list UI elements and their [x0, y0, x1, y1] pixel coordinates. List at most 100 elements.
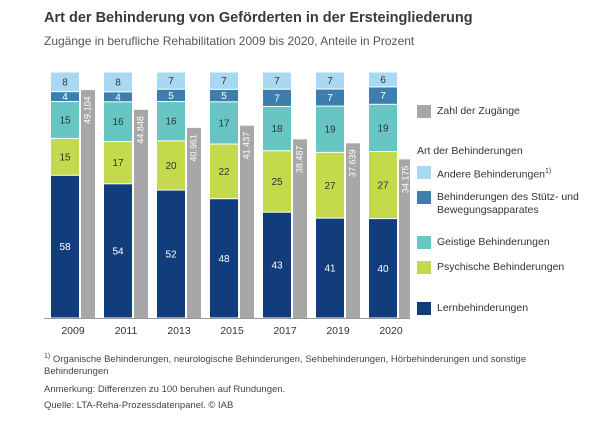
- bar-value-label: 7: [327, 93, 333, 104]
- footnote-marker: 1): [44, 353, 51, 360]
- legend-heading: Art der Behinderungen: [417, 145, 523, 157]
- legend-label: Andere Behinderungen1): [437, 168, 552, 181]
- bar-value-label: 8: [62, 77, 68, 88]
- bar-value-label: 40: [377, 264, 389, 275]
- legend-item-totals: Zahl der Zugänge: [417, 105, 600, 118]
- bar-value-label: 25: [271, 177, 283, 188]
- bar-2020-series-2: [369, 152, 397, 219]
- legend-swatch: [417, 236, 431, 249]
- bar-2011-series-1: [104, 184, 132, 318]
- total-bar-2020: [399, 159, 410, 318]
- total-value-label: 40.961: [188, 134, 198, 162]
- total-bar-2013: [187, 127, 201, 318]
- legend-label: Lernbehinderungen: [437, 302, 529, 314]
- chart-subtitle: Zugänge in berufliche Rehabilitation 200…: [44, 34, 415, 48]
- bar-2009-series-3: [51, 102, 79, 138]
- bar-2009-series-4: [51, 92, 79, 102]
- bar-value-label: 8: [115, 77, 121, 88]
- bar-value-label: 7: [221, 76, 227, 87]
- chart-title: Art der Behinderung von Geförderten in d…: [44, 10, 473, 26]
- legend-item-2: Behinderungen des Stütz- und Bewegungsap…: [417, 191, 600, 216]
- total-value-label: 37.639: [347, 150, 357, 178]
- total-bar-2009: [81, 90, 95, 319]
- legend-swatch: [417, 302, 431, 315]
- total-value-label: 34.175: [400, 166, 410, 194]
- bar-value-label: 16: [112, 117, 124, 128]
- bar-2020-series-1: [369, 219, 397, 318]
- bar-2013-series-3: [157, 102, 185, 141]
- bar-2017-series-4: [263, 89, 291, 106]
- bar-2013-series-5: [157, 72, 185, 89]
- legend-label: Psychische Behinderungen: [437, 261, 565, 273]
- total-value-label: 38.487: [294, 146, 304, 174]
- bar-2013-series-1: [157, 190, 185, 318]
- bar-value-label: 22: [218, 167, 230, 178]
- bar-2020-series-3: [369, 104, 397, 152]
- bar-value-label: 4: [115, 92, 121, 103]
- bar-value-label: 7: [274, 93, 280, 104]
- x-tick-label: 2019: [326, 325, 350, 337]
- total-bar-2017: [293, 139, 307, 318]
- bar-2017-series-5: [263, 72, 291, 89]
- bar-2019-series-5: [316, 72, 344, 89]
- bar-value-label: 15: [59, 115, 71, 126]
- legend-label-totals: Zahl der Zugänge: [437, 105, 520, 117]
- legend-swatch-totals: [417, 105, 431, 118]
- bar-2017-series-3: [263, 106, 291, 151]
- bar-value-label: 5: [168, 91, 174, 102]
- bar-value-label: 7: [327, 76, 333, 87]
- footnote-text: Organische Behinderungen, neurologische …: [44, 354, 527, 378]
- x-tick-label: 2009: [61, 325, 85, 337]
- total-bar-2019: [346, 143, 360, 318]
- bar-value-label: 17: [112, 158, 124, 169]
- x-tick-label: 2020: [379, 325, 403, 337]
- x-tick-label: 2013: [167, 325, 191, 337]
- remark: Anmerkung: Differenzen zu 100 beruhen au…: [44, 384, 286, 395]
- bar-value-label: 18: [271, 124, 283, 135]
- bar-value-label: 54: [112, 246, 124, 257]
- bar-value-label: 6: [380, 75, 386, 86]
- legend-item-4: Psychische Behinderungen: [417, 261, 600, 274]
- legend-footnote-marker: 1): [545, 168, 552, 175]
- bar-2019-series-1: [316, 218, 344, 318]
- bar-value-label: 16: [165, 117, 177, 128]
- legend-swatch: [417, 191, 431, 204]
- bar-value-label: 27: [377, 181, 389, 192]
- bar-2015-series-3: [210, 102, 238, 144]
- total-value-label: 49.104: [82, 96, 92, 124]
- bar-2017-series-2: [263, 151, 291, 212]
- bar-2015-series-4: [210, 89, 238, 102]
- bar-2009-series-1: [51, 175, 79, 318]
- bar-value-label: 52: [165, 250, 177, 261]
- bar-value-label: 7: [168, 76, 174, 87]
- bar-value-label: 15: [59, 152, 71, 163]
- bar-value-label: 20: [165, 161, 177, 172]
- bar-2013-series-2: [157, 141, 185, 190]
- bar-value-label: 41: [324, 264, 336, 275]
- bar-2015-series-1: [210, 199, 238, 318]
- bar-2019-series-4: [316, 89, 344, 106]
- legend-item-5: Lernbehinderungen: [417, 302, 600, 315]
- x-tick-label: 2015: [220, 325, 244, 337]
- bar-2011-series-4: [104, 92, 132, 102]
- bar-value-label: 27: [324, 181, 336, 192]
- total-bar-2015: [240, 125, 254, 319]
- source: Quelle: LTA-Reha-Prozessdatenpanel. © IA…: [44, 400, 234, 411]
- bar-2009-series-2: [51, 138, 79, 175]
- legend-swatch: [417, 166, 431, 179]
- bar-value-label: 48: [218, 254, 230, 265]
- bar-2017-series-1: [263, 212, 291, 318]
- stacked-bar-chart: 5815154849.10420095417164844.84820115220…: [44, 72, 410, 337]
- legend-label: Behinderungen des Stütz- und Bewegungsap…: [437, 191, 579, 216]
- bar-value-label: 19: [324, 125, 336, 136]
- bar-value-label: 5: [221, 91, 227, 102]
- bar-value-label: 7: [380, 91, 386, 102]
- x-tick-label: 2017: [273, 325, 297, 337]
- total-bar-2011: [134, 109, 148, 318]
- bar-2019-series-3: [316, 106, 344, 152]
- bar-2009-series-5: [51, 72, 79, 92]
- bar-value-label: 58: [59, 242, 71, 253]
- total-value-label: 41.437: [241, 132, 251, 160]
- x-tick-label: 2011: [115, 325, 138, 337]
- bar-value-label: 4: [62, 92, 68, 103]
